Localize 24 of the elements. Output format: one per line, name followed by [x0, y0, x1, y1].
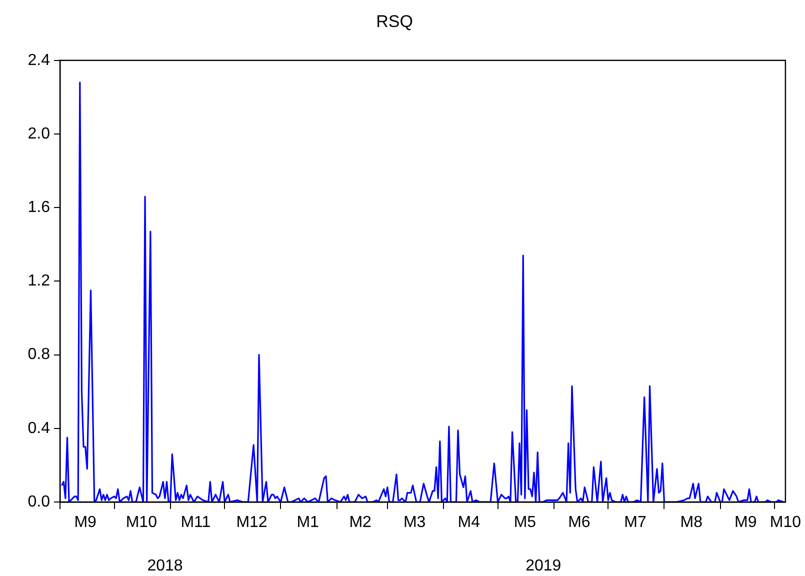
- x-tick-label: M6: [568, 514, 590, 532]
- x-tick-label: M10: [770, 514, 802, 532]
- y-tick-label: 2.0: [28, 125, 50, 142]
- y-tick-label: 1.6: [28, 199, 50, 216]
- x-tick-label: M4: [458, 514, 480, 532]
- x-tick-label: M11: [180, 514, 211, 532]
- x-tick-label: M1: [296, 514, 320, 532]
- x-tick-label: M2: [349, 514, 372, 532]
- x-tick-label: M10: [126, 514, 158, 532]
- text: 2019: [526, 557, 562, 574]
- y-tick-label: 1.2: [28, 272, 50, 290]
- x-tick-label: M12: [236, 514, 268, 532]
- x-tick-label: M8: [680, 514, 703, 532]
- x-tick-label: M9: [74, 514, 97, 532]
- x-tick-label: M9: [734, 514, 757, 532]
- y-tick-label: 0.8: [28, 346, 50, 364]
- y-tick-label: 0.0: [28, 493, 50, 510]
- y-tick-label: 0.4: [28, 420, 50, 437]
- x-tick-label: M3: [403, 514, 426, 532]
- y-tick-label: 2.4: [28, 52, 50, 69]
- x-tick-label: M7: [624, 514, 646, 532]
- chart-title: RSQ: [376, 12, 413, 31]
- x-tick-label: M5: [514, 514, 536, 532]
- text: 2018: [147, 557, 183, 574]
